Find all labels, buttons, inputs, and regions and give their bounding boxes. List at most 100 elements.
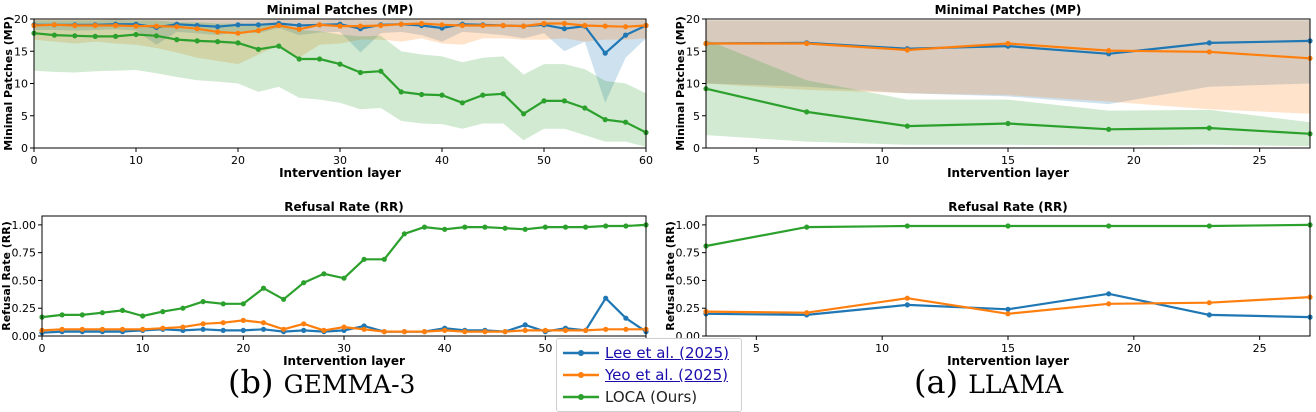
data-point — [522, 327, 528, 333]
y-tick-label: 20 — [686, 13, 700, 26]
data-point — [180, 324, 186, 330]
y-tick-label: 15 — [686, 45, 700, 58]
x-tick-label: 25 — [1253, 342, 1267, 355]
data-point — [1206, 49, 1212, 55]
data-point — [603, 223, 609, 229]
data-point — [401, 231, 407, 237]
data-point — [240, 301, 246, 307]
data-point — [1106, 223, 1112, 229]
data-point — [398, 89, 404, 95]
data-point — [381, 256, 387, 262]
panel-gemma-rr: 01020304050600.000.250.500.751.00Refusal… — [0, 200, 653, 368]
data-point — [255, 22, 261, 28]
data-point — [459, 100, 465, 106]
data-point — [99, 310, 105, 316]
data-point — [220, 320, 226, 326]
data-point — [439, 92, 445, 98]
data-point — [180, 305, 186, 311]
data-point — [1106, 301, 1112, 307]
data-point — [439, 22, 445, 28]
data-point — [361, 326, 367, 332]
data-point — [194, 38, 200, 44]
y-tick-label: 0 — [21, 142, 28, 155]
y-tick-label: 0.25 — [676, 302, 701, 315]
x-tick-label: 20 — [1127, 154, 1141, 167]
x-tick-label: 10 — [129, 154, 143, 167]
data-point — [561, 20, 568, 27]
data-point — [276, 43, 282, 49]
x-axis-label: Intervention layer — [947, 354, 1069, 368]
data-point — [904, 47, 910, 53]
data-point — [904, 295, 910, 301]
data-point — [296, 56, 302, 62]
data-point — [562, 224, 569, 230]
data-point — [240, 317, 246, 323]
data-point — [480, 92, 486, 98]
data-point — [804, 40, 810, 47]
data-point — [419, 20, 425, 27]
data-point — [321, 327, 327, 333]
data-point — [603, 326, 609, 332]
data-point — [582, 105, 588, 111]
data-point — [341, 324, 347, 330]
data-point — [623, 32, 629, 38]
data-point — [215, 39, 221, 45]
data-point — [321, 271, 327, 277]
data-point — [500, 22, 506, 29]
data-point — [542, 327, 548, 333]
x-tick-label: 5 — [753, 154, 760, 167]
caption-gemma: (b) Gemma-3 — [228, 363, 415, 401]
data-point — [200, 299, 206, 305]
data-point — [1005, 223, 1011, 229]
data-point — [1206, 125, 1212, 131]
data-point — [378, 68, 384, 74]
y-axis-label: Refusal Rate (RR) — [0, 221, 13, 331]
data-point — [541, 20, 547, 27]
x-tick-label: 15 — [1001, 342, 1015, 355]
data-point — [378, 22, 384, 29]
data-point — [119, 307, 126, 313]
data-point — [140, 313, 146, 319]
data-point — [1106, 291, 1112, 297]
data-point — [317, 56, 323, 62]
data-point — [602, 50, 608, 56]
data-point — [804, 109, 810, 115]
y-axis-label: Refusal Rate (RR) — [664, 221, 677, 331]
legend-entry-lee: Lee et al. (2025) — [557, 342, 741, 364]
data-point — [583, 327, 589, 333]
data-point — [220, 327, 226, 333]
x-tick-label: 0 — [31, 154, 38, 167]
y-axis-label: Minimal Patches (MP) — [674, 16, 687, 151]
band-1 — [34, 19, 646, 65]
legend-marker-yeo — [563, 372, 599, 378]
y-tick-label: 10 — [14, 78, 28, 91]
chart-title: Refusal Rate (RR) — [284, 200, 404, 214]
data-point — [582, 22, 588, 29]
series-line-2 — [41, 223, 647, 319]
data-point — [357, 23, 363, 29]
data-point — [79, 312, 85, 318]
data-point — [623, 223, 629, 229]
x-tick-label: 10 — [875, 342, 889, 355]
data-point — [804, 224, 810, 230]
data-point — [301, 280, 307, 286]
data-point — [133, 23, 139, 29]
data-point — [482, 329, 488, 335]
x-tick-label: 30 — [337, 342, 351, 355]
legend-link-lee[interactable]: Lee et al. (2025) — [605, 344, 729, 362]
data-point — [904, 223, 910, 229]
data-point — [296, 26, 302, 32]
y-tick-label: 0.00 — [12, 330, 37, 343]
x-tick-label: 10 — [875, 154, 889, 167]
data-point — [522, 322, 528, 328]
data-point — [1206, 223, 1212, 229]
x-tick-label: 0 — [39, 342, 46, 355]
x-axis-label: Intervention layer — [283, 354, 405, 368]
data-point — [337, 61, 343, 67]
legend-link-yeo[interactable]: Yeo et al. (2025) — [605, 366, 728, 384]
x-tick-label: 20 — [231, 154, 245, 167]
data-point — [561, 98, 568, 104]
data-point — [623, 119, 629, 125]
y-tick-label: 5 — [21, 110, 28, 123]
data-point — [398, 21, 404, 27]
